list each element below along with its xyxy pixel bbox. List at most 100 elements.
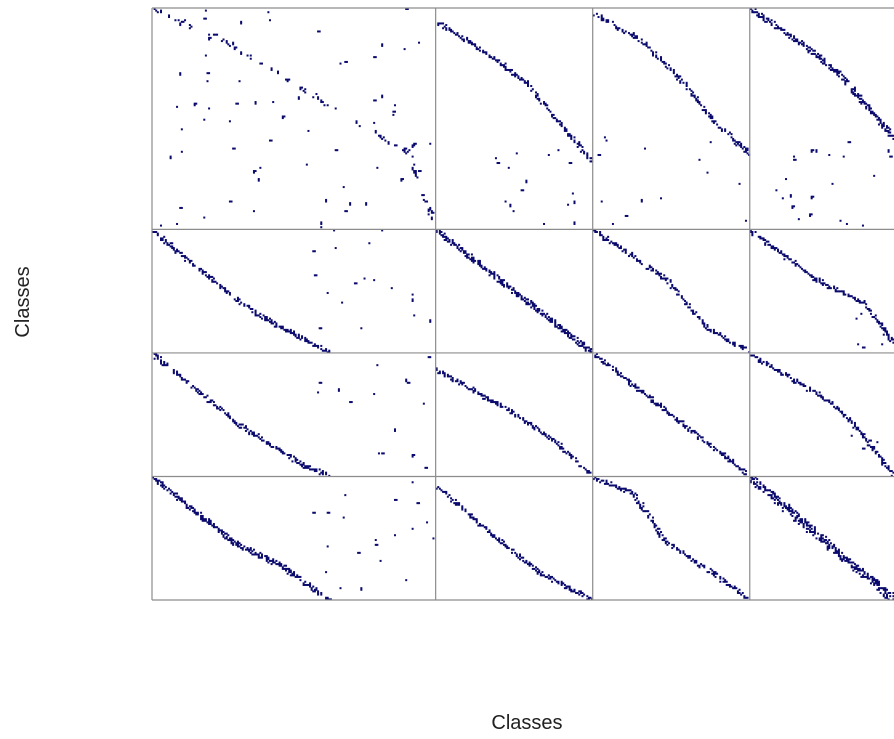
heatmap-cell <box>169 242 172 245</box>
heatmap-cell <box>821 279 824 282</box>
heatmap-cell <box>193 510 196 513</box>
heatmap-cell <box>307 466 310 469</box>
heatmap-cell <box>861 346 864 349</box>
heatmap-cell <box>568 588 571 591</box>
heatmap-cell <box>871 112 874 115</box>
heatmap-cell <box>446 495 449 498</box>
heatmap-cell <box>538 99 541 102</box>
heatmap-cell <box>587 596 590 599</box>
heatmap-cell <box>765 362 768 365</box>
heatmap-cell <box>679 75 682 78</box>
heatmap-cell <box>877 583 880 586</box>
heatmap-cell <box>477 524 480 527</box>
heatmap-cell <box>603 136 606 139</box>
heatmap-cell <box>882 333 885 336</box>
heatmap-cell <box>777 502 780 505</box>
heatmap-cell <box>562 328 565 331</box>
heatmap-cell <box>188 261 191 264</box>
heatmap-cell <box>810 275 813 278</box>
heatmap-cell <box>342 516 345 519</box>
heatmap-cell <box>696 437 699 440</box>
heatmap-cell <box>818 54 821 57</box>
heatmap-cell <box>536 311 539 314</box>
heatmap-cell <box>680 295 683 298</box>
heatmap-cell <box>613 484 616 487</box>
heatmap-cell <box>591 348 594 351</box>
heatmap-cell <box>719 452 722 455</box>
heatmap-cell <box>764 242 767 245</box>
heatmap-cell <box>268 317 271 320</box>
heatmap-cell <box>480 394 483 397</box>
heatmap-cell <box>499 402 502 405</box>
heatmap-cell <box>156 481 159 484</box>
heatmap-cell <box>650 49 653 52</box>
heatmap-cell <box>682 551 685 554</box>
heatmap-cell <box>535 94 538 97</box>
heatmap-cell <box>184 378 187 381</box>
heatmap-cell <box>663 274 666 277</box>
heatmap-cell <box>783 503 786 506</box>
heatmap-cell <box>249 548 252 551</box>
heatmap-cell <box>193 104 196 107</box>
heatmap-cell <box>591 351 594 354</box>
heatmap-cell <box>821 283 824 286</box>
heatmap-cell <box>299 575 302 578</box>
heatmap-cell <box>709 330 712 333</box>
heatmap-cell <box>297 575 300 578</box>
heatmap-cell <box>469 388 472 391</box>
heatmap-cell <box>725 583 728 586</box>
heatmap-cell <box>869 107 872 110</box>
heatmap-cell <box>520 556 523 559</box>
heatmap-cell <box>730 460 733 463</box>
heatmap-cell <box>257 556 260 559</box>
heatmap-cell <box>179 497 182 500</box>
heatmap-cell <box>187 506 190 509</box>
heatmap-cell <box>432 537 435 540</box>
heatmap-cell <box>156 357 159 360</box>
heatmap-cell <box>230 539 233 542</box>
heatmap-cell <box>839 556 842 559</box>
heatmap-cell <box>478 261 481 264</box>
heatmap-cell <box>342 186 345 189</box>
heatmap-cell <box>740 145 743 148</box>
heatmap-cell <box>847 418 850 421</box>
heatmap-cell <box>756 14 759 17</box>
heatmap-cell <box>831 67 834 70</box>
heatmap-cell <box>254 101 257 104</box>
heatmap-cell <box>711 115 714 118</box>
heatmap-cell <box>198 269 201 272</box>
heatmap-cell <box>760 16 763 19</box>
heatmap-cell <box>493 535 496 538</box>
heatmap-cell <box>541 309 544 312</box>
heatmap-cell <box>268 320 271 323</box>
heatmap-cell <box>589 471 592 474</box>
heatmap-cell <box>174 250 177 253</box>
heatmap-cell <box>711 117 714 120</box>
heatmap-cell <box>728 458 731 461</box>
y-axis-label: Classes <box>12 266 34 337</box>
heatmap-cell <box>268 19 271 22</box>
heatmap-cell <box>254 434 257 437</box>
heatmap-cell <box>411 293 414 296</box>
heatmap-cell <box>738 591 741 594</box>
heatmap-cell <box>828 545 831 548</box>
heatmap-cell <box>805 527 808 530</box>
heatmap-cell <box>536 426 539 429</box>
heatmap-cell <box>797 218 800 221</box>
heatmap-cell <box>190 505 193 508</box>
heatmap-cell <box>823 57 826 60</box>
heatmap-cell <box>278 563 281 566</box>
heatmap-cell <box>615 27 618 30</box>
heatmap-cell <box>783 505 786 508</box>
heatmap-cell <box>676 293 679 296</box>
heatmap-cell <box>619 245 622 248</box>
heatmap-cell <box>881 126 884 129</box>
heatmap-cell <box>786 32 789 35</box>
heatmap-cell <box>156 356 159 359</box>
heatmap-cell <box>501 283 504 286</box>
heatmap-cell <box>703 441 706 444</box>
heatmap-cell <box>535 425 538 428</box>
heatmap-cell <box>607 19 610 22</box>
heatmap-cell <box>635 36 638 39</box>
heatmap-cell <box>557 324 560 327</box>
